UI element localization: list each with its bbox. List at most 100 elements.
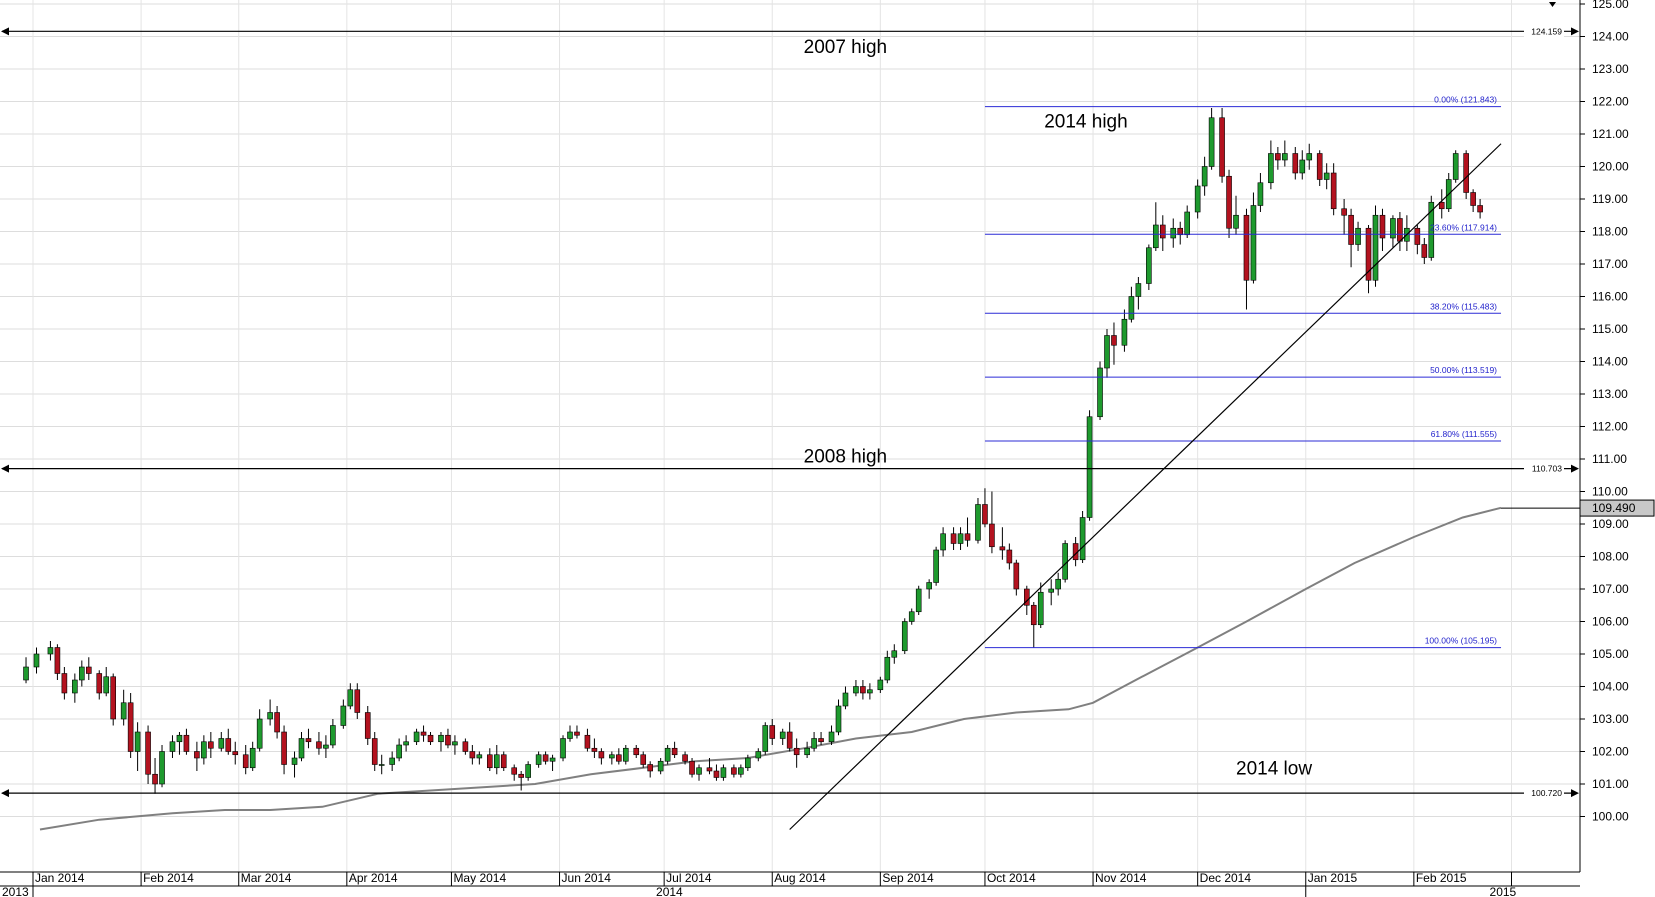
candle-body	[194, 751, 200, 759]
candle-body	[598, 751, 605, 759]
candle-body	[1219, 117, 1225, 177]
candle-body	[1184, 211, 1190, 236]
candle-body	[1135, 283, 1142, 297]
candle-body	[762, 725, 769, 752]
candle-body	[957, 533, 964, 544]
candle-body	[535, 754, 542, 765]
fib-level-label: 50.00% (113.519)	[1430, 365, 1497, 375]
y-tick-label: 111.00	[1592, 452, 1627, 466]
candle-body	[1390, 218, 1396, 239]
level-label-bg	[1524, 25, 1564, 38]
candle-body	[1086, 416, 1093, 518]
candle-body	[926, 582, 932, 590]
candle-body	[23, 666, 29, 681]
candle-body	[176, 734, 183, 743]
candle-body	[1316, 153, 1323, 180]
candle-body	[469, 751, 476, 759]
candle-body	[403, 741, 409, 746]
candle-body	[1365, 227, 1372, 281]
candle-body	[96, 673, 103, 694]
candle-body	[340, 705, 347, 726]
candle-body	[347, 689, 354, 707]
fib-level-label: 0.00% (121.843)	[1434, 95, 1497, 105]
candle-body	[232, 751, 239, 756]
candle-body	[950, 533, 957, 544]
x-tick-label: Mar 2014	[241, 871, 292, 885]
fib-level-label: 23.60% (117.914)	[1430, 222, 1497, 232]
candle-body	[1111, 335, 1117, 346]
candle-body	[152, 773, 158, 785]
candle-body	[79, 666, 85, 681]
x-tick-label: Sep 2014	[882, 871, 934, 885]
candle-body	[647, 764, 653, 772]
y-tick-label: 123.00	[1592, 62, 1629, 76]
last-price-label: 109.490	[1592, 501, 1636, 515]
candle-body	[877, 679, 884, 691]
candle-body	[818, 738, 824, 743]
level-arrow-right	[1571, 27, 1579, 36]
candle-body	[445, 734, 451, 746]
candle-body	[61, 673, 68, 694]
candle-body	[438, 734, 444, 743]
candle-body	[755, 751, 762, 759]
x-tick-label: May 2014	[453, 871, 506, 885]
level-label: 110.703	[1532, 464, 1562, 474]
candle-body	[201, 741, 207, 759]
level-label: 100.720	[1531, 788, 1562, 798]
candle-body	[999, 546, 1006, 551]
candle-body	[933, 549, 939, 583]
candle-body	[779, 731, 786, 739]
candle-body	[835, 705, 842, 733]
candle-body	[867, 689, 873, 694]
level-arrow-left	[1, 27, 9, 36]
candle-body	[853, 686, 859, 694]
candle-body	[47, 647, 54, 655]
candle-body	[1463, 153, 1469, 193]
candle-body	[1153, 224, 1159, 249]
candle-body	[1452, 153, 1459, 180]
candle-body	[389, 757, 395, 765]
candle-body	[622, 747, 629, 762]
y-tick-label: 124.00	[1592, 30, 1629, 44]
candle-body	[396, 744, 402, 759]
candle-body	[542, 754, 549, 762]
candle-body	[33, 653, 40, 668]
candle-body	[364, 712, 371, 739]
candle-body	[1292, 153, 1299, 174]
candle-body	[1062, 543, 1068, 580]
candle-body	[256, 718, 263, 749]
annotation-label: 2007 high	[804, 37, 887, 58]
candle-body	[549, 757, 556, 762]
y-tick-label: 112.00	[1592, 420, 1628, 434]
candle-body	[1348, 214, 1354, 245]
y-tick-label: 110.00	[1592, 485, 1628, 499]
x-tick-label: Feb 2014	[143, 871, 194, 885]
annotation-label: 2014 low	[1236, 758, 1312, 779]
x-tick-label: Nov 2014	[1095, 871, 1147, 885]
candle-body	[1275, 153, 1281, 161]
candle-body	[1438, 201, 1445, 210]
candle-body	[452, 741, 458, 746]
scroll-marker-icon	[1549, 2, 1556, 7]
x-axis: Jan 2014 Feb 2014 Mar 2014 Apr 2014 May 2014…	[0, 871, 1580, 897]
candle-body	[1355, 227, 1361, 245]
y-tick-label: 120.00	[1592, 160, 1629, 174]
candle-body	[330, 725, 336, 746]
moving-average-line	[39, 506, 1502, 831]
candle-body	[218, 738, 225, 749]
candle-body	[486, 754, 493, 769]
candle-body	[1121, 318, 1128, 346]
y-tick-label: 125.00	[1592, 0, 1629, 11]
candle-body	[525, 764, 531, 778]
level-label-bg	[1524, 787, 1564, 800]
y-tick-label: 116.00	[1592, 290, 1628, 304]
last-price-marker: 109.490	[1501, 499, 1655, 517]
last-price-badge	[1579, 499, 1655, 517]
candle-body	[1170, 227, 1177, 239]
candle-body	[1397, 218, 1403, 242]
candle-body	[964, 533, 971, 541]
annotation-label: 2014 high	[1044, 112, 1127, 133]
x-tick-label: Jul 2014	[666, 871, 712, 885]
candle-body	[103, 676, 110, 694]
